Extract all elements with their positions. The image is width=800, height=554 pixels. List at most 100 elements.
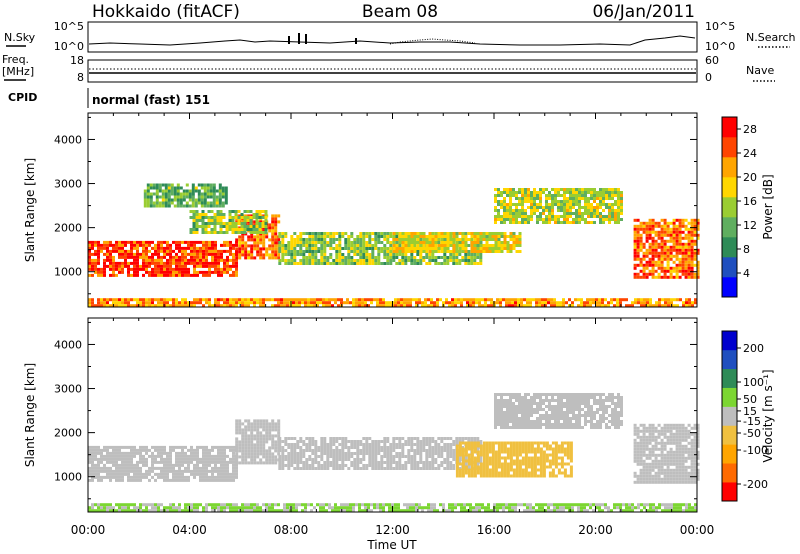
- velocity-echo-cell: [175, 451, 178, 455]
- power-echo-cell: [685, 298, 688, 302]
- velocity-echo-cell: [353, 440, 357, 443]
- velocity-echo-cell: [103, 469, 106, 473]
- power-echo-cell: [642, 221, 646, 225]
- velocity-echo-cell: [512, 462, 516, 466]
- power-echo-cell: [466, 304, 469, 308]
- power-echo-cell: [497, 244, 501, 247]
- velocity-echo-cell: [187, 454, 190, 458]
- velocity-echo-cell: [533, 453, 537, 457]
- power-echo-cell: [642, 254, 646, 258]
- velocity-echo-cell: [554, 462, 558, 466]
- power-echo-cell: [634, 301, 637, 305]
- power-echo-cell: [252, 231, 256, 234]
- power-echo-cell: [639, 224, 643, 228]
- velocity-echo-cell: [148, 466, 151, 470]
- velocity-echo-cell: [308, 437, 312, 440]
- power-echo-cell: [617, 206, 620, 209]
- power-echo-cell: [551, 218, 554, 221]
- power-echo-cell: [425, 247, 429, 250]
- power-echo-cell: [575, 212, 578, 215]
- velocity-echo-cell: [539, 453, 543, 457]
- velocity-echo-cell: [497, 450, 501, 454]
- velocity-echo-cell: [521, 471, 525, 475]
- power-echo-cell: [440, 247, 444, 250]
- velocity-echo-cell: [530, 450, 534, 454]
- power-echo-cell: [633, 242, 637, 246]
- power-echo-cell: [394, 298, 397, 302]
- power-echo-cell: [317, 241, 321, 244]
- power-echo-cell: [100, 301, 103, 305]
- power-echo-cell: [539, 215, 542, 218]
- power-echo-cell: [271, 298, 274, 302]
- power-echo-cell: [305, 247, 309, 250]
- velocity-echo-cell: [220, 460, 223, 464]
- power-echo-cell: [185, 195, 189, 199]
- power-echo-cell: [139, 240, 142, 244]
- power-echo-cell: [166, 249, 169, 253]
- velocity-echo-cell: [563, 471, 567, 475]
- power-echo-cell: [663, 239, 667, 243]
- velocity-echo-cell: [166, 454, 169, 458]
- velocity-echo-cell: [290, 461, 294, 464]
- power-echo-cell: [392, 232, 396, 235]
- velocity-echo-cell: [422, 440, 426, 443]
- power-echo-cell: [287, 262, 291, 265]
- power-echo-cell: [179, 192, 183, 196]
- velocity-echo-cell: [365, 443, 369, 446]
- power-echo-cell: [512, 232, 516, 235]
- power-echo-cell: [488, 247, 492, 250]
- power-echo-cell: [223, 270, 226, 274]
- velocity-echo-cell: [443, 446, 447, 449]
- velocity-echo-cell: [317, 455, 321, 458]
- power-echo-cell: [261, 210, 265, 213]
- velocity-echo-cell: [512, 453, 516, 457]
- velocity-echo-cell: [178, 478, 181, 482]
- power-echo-cell: [262, 256, 266, 260]
- power-echo-cell: [422, 259, 426, 262]
- power-echo-cell: [611, 212, 614, 215]
- power-echo-cell: [569, 194, 572, 197]
- power-echo-cell: [295, 298, 298, 302]
- power-echo-cell: [326, 244, 330, 247]
- power-echo-cell: [243, 219, 247, 222]
- power-echo-cell: [509, 218, 512, 221]
- power-echo-cell: [368, 247, 372, 250]
- power-echo-cell: [512, 218, 515, 221]
- velocity-echo-cell: [202, 451, 205, 455]
- power-echo-cell: [164, 201, 168, 205]
- power-echo-cell: [434, 256, 438, 259]
- power-echo-cell: [521, 194, 524, 197]
- velocity-echo-cell: [139, 469, 142, 473]
- power-echo-cell: [222, 216, 226, 219]
- power-echo-cell: [271, 229, 275, 233]
- velocity-echo-cell: [163, 451, 166, 455]
- power-echo-cell: [228, 222, 232, 225]
- velocity-echo-cell: [235, 437, 239, 441]
- power-echo-cell: [458, 253, 462, 256]
- power-echo-cell: [232, 255, 235, 259]
- power-echo-cell: [443, 235, 447, 238]
- power-echo-cell: [386, 250, 390, 253]
- power-echo-cell: [149, 192, 153, 196]
- power-echo-cell: [407, 232, 411, 235]
- velocity-echo-cell: [485, 459, 489, 463]
- power-echo-cell: [169, 252, 172, 256]
- power-echo-cell: [669, 236, 673, 240]
- velocity-echo-cell: [440, 464, 444, 467]
- power-echo-cell: [536, 203, 539, 206]
- power-echo-cell: [335, 256, 339, 259]
- power-echo-cell: [377, 232, 381, 235]
- power-echo-cell: [217, 304, 220, 308]
- velocity-echo-cell: [431, 461, 435, 464]
- power-echo-cell: [386, 238, 390, 241]
- velocity-echo-cell: [106, 457, 109, 461]
- velocity-echo-cell: [347, 458, 351, 461]
- power-echo-cell: [338, 232, 342, 235]
- power-echo-cell: [361, 298, 364, 302]
- power-echo-cell: [614, 188, 617, 191]
- power-echo-cell: [356, 259, 360, 262]
- velocity-echo-cell: [506, 441, 510, 445]
- power-echo-cell: [586, 304, 589, 308]
- power-echo-cell: [467, 253, 471, 256]
- velocity-echo-cell: [302, 443, 306, 446]
